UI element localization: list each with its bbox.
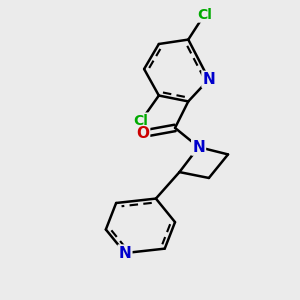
Text: Cl: Cl — [197, 8, 212, 22]
Text: N: N — [118, 246, 131, 261]
Text: N: N — [202, 72, 215, 87]
Text: N: N — [192, 140, 205, 154]
Text: Cl: Cl — [134, 114, 148, 128]
Text: O: O — [136, 126, 149, 141]
